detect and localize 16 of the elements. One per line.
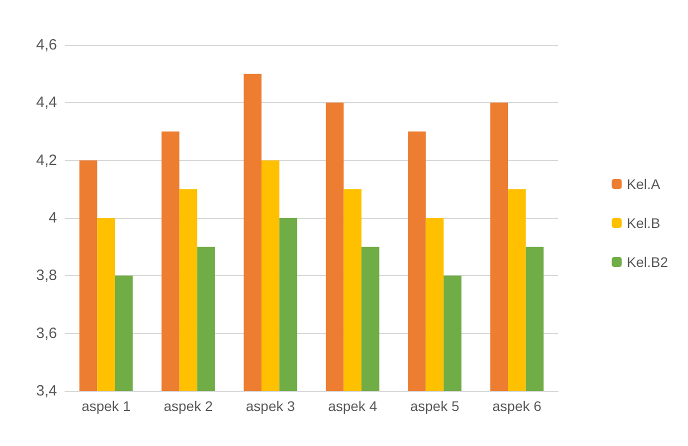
- legend-label: Kel.B2: [626, 254, 668, 270]
- x-tick-label: aspek 2: [164, 398, 213, 414]
- x-tick-label: aspek 3: [246, 398, 296, 414]
- y-tick-label: 4,2: [36, 152, 57, 169]
- y-tick-label: 3,4: [36, 382, 57, 400]
- y-tick-label: 4,6: [36, 36, 57, 54]
- y-tick-label: 3,8: [36, 267, 57, 284]
- x-tick-label: aspek 1: [82, 398, 131, 414]
- x-tick-label: aspek 5: [410, 398, 460, 414]
- y-tick-label: 4,4: [36, 94, 57, 112]
- x-tick-label: aspek 6: [492, 398, 542, 414]
- legend-label: Kel.A: [626, 176, 661, 192]
- x-tick-label: aspek 4: [328, 398, 378, 414]
- legend-label: Kel.B: [626, 215, 660, 231]
- y-tick-label: 4: [48, 210, 57, 226]
- y-tick-label: 3,6: [36, 324, 57, 342]
